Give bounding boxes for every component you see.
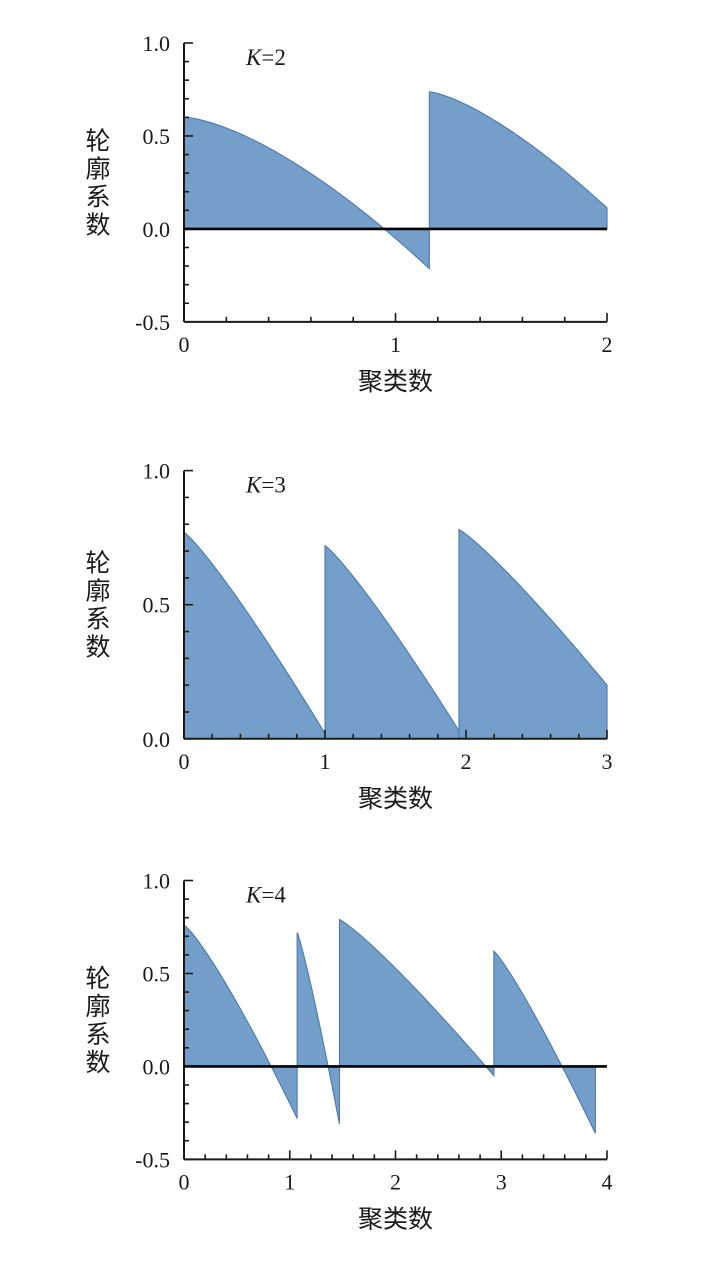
svg-text:轮: 轮 <box>85 965 110 993</box>
svg-text:0.0: 0.0 <box>143 1054 171 1079</box>
svg-text:0: 0 <box>179 332 190 357</box>
svg-text:2: 2 <box>602 332 613 357</box>
svg-text:-0.5: -0.5 <box>135 310 170 335</box>
svg-text:数: 数 <box>85 211 110 239</box>
svg-text:2: 2 <box>461 749 472 774</box>
svg-text:0.0: 0.0 <box>143 727 171 752</box>
svg-text:K=4: K=4 <box>245 883 286 908</box>
svg-text:1: 1 <box>284 1169 295 1194</box>
svg-text:聚类数: 聚类数 <box>358 1205 433 1233</box>
svg-text:2: 2 <box>390 1169 401 1194</box>
svg-text:聚类数: 聚类数 <box>358 368 433 396</box>
svg-text:0.5: 0.5 <box>143 593 171 618</box>
svg-text:系: 系 <box>85 606 110 634</box>
svg-text:聚类数: 聚类数 <box>358 785 433 813</box>
svg-text:K=3: K=3 <box>245 473 286 498</box>
svg-text:0: 0 <box>179 749 190 774</box>
svg-text:3: 3 <box>496 1169 507 1194</box>
svg-text:廓: 廓 <box>85 993 110 1021</box>
svg-text:1.0: 1.0 <box>143 31 171 56</box>
svg-text:廓: 廓 <box>85 578 110 606</box>
svg-text:3: 3 <box>602 749 613 774</box>
svg-text:系: 系 <box>85 183 110 211</box>
svg-text:4: 4 <box>602 1169 613 1194</box>
svg-text:0.5: 0.5 <box>143 124 171 149</box>
svg-text:数: 数 <box>85 1049 110 1077</box>
svg-text:廓: 廓 <box>85 155 110 183</box>
svg-text:1.0: 1.0 <box>143 869 171 894</box>
svg-text:0: 0 <box>179 1169 190 1194</box>
svg-text:系: 系 <box>85 1021 110 1049</box>
svg-text:1: 1 <box>320 749 331 774</box>
svg-text:K=2: K=2 <box>245 45 286 70</box>
svg-text:轮: 轮 <box>85 127 110 155</box>
svg-text:0.5: 0.5 <box>143 961 171 986</box>
svg-text:数: 数 <box>85 634 110 662</box>
svg-text:1: 1 <box>390 332 401 357</box>
svg-text:1.0: 1.0 <box>143 459 171 484</box>
svg-text:0.0: 0.0 <box>143 217 171 242</box>
svg-text:-0.5: -0.5 <box>135 1147 170 1172</box>
svg-text:轮: 轮 <box>85 550 110 578</box>
